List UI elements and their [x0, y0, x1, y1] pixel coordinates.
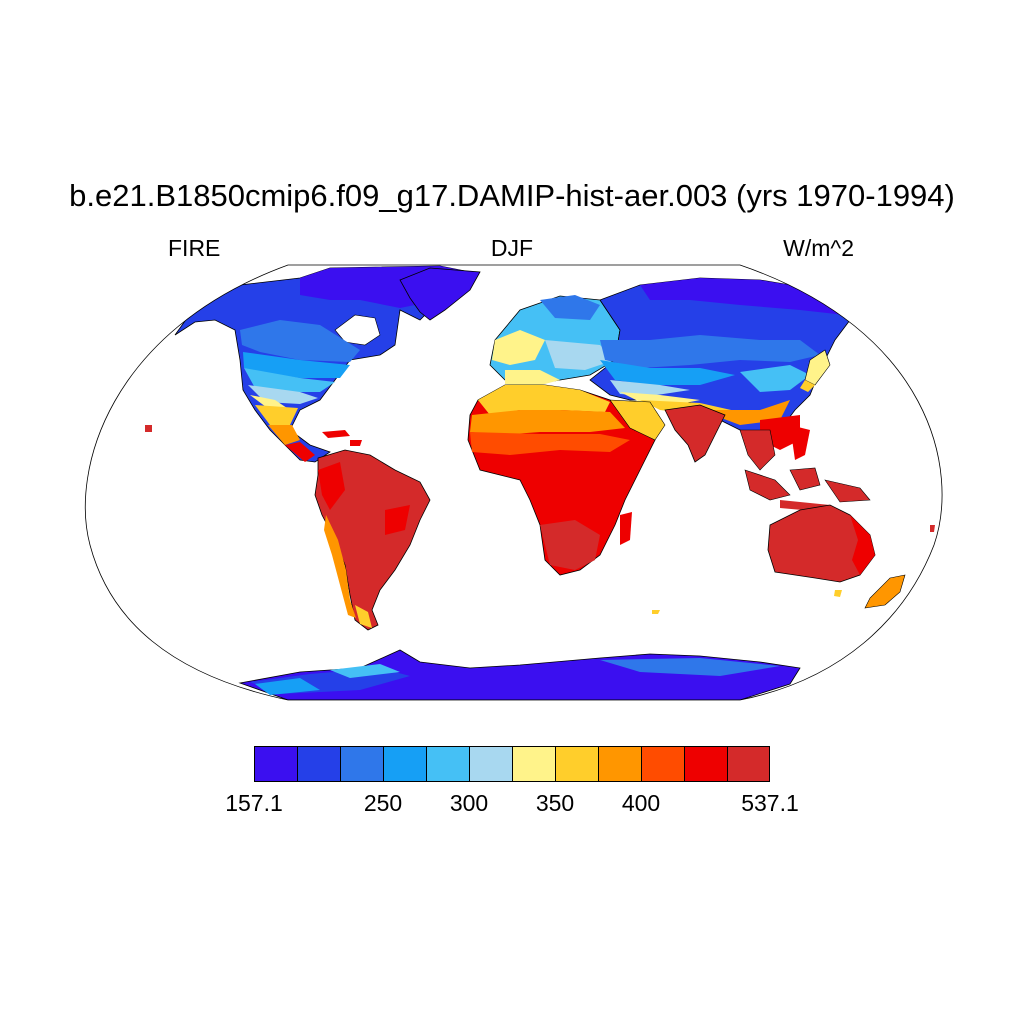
colorbar-box	[512, 746, 555, 782]
colorbar-label: 400	[621, 790, 661, 816]
colorbar-box	[254, 746, 297, 782]
colorbar-box	[555, 746, 598, 782]
colorbar-box	[469, 746, 512, 782]
season-label: DJF	[490, 235, 534, 261]
colorbar-label: 300	[449, 790, 489, 816]
colorbar-box	[641, 746, 684, 782]
colorbar-box	[383, 746, 426, 782]
greenland	[399, 267, 481, 321]
variable-label: FIRE	[168, 235, 221, 261]
india	[664, 404, 726, 463]
globe-outline	[84, 264, 943, 701]
colorbar-label: 250	[363, 790, 403, 816]
colorbar-box	[297, 746, 340, 782]
colorbar-box	[426, 746, 469, 782]
plot-title: b.e21.B1850cmip6.f09_g17.DAMIP-hist-aer.…	[69, 178, 955, 213]
colorbar-label: 537.1	[741, 790, 799, 816]
colorbar-box	[684, 746, 727, 782]
colorbar-box	[727, 746, 770, 782]
colorbar-box	[340, 746, 383, 782]
colorbar-label: 157.1	[225, 790, 283, 816]
units-label: W/m^2	[783, 235, 854, 261]
colorbar-box	[598, 746, 641, 782]
colorbar-label: 350	[535, 790, 575, 816]
